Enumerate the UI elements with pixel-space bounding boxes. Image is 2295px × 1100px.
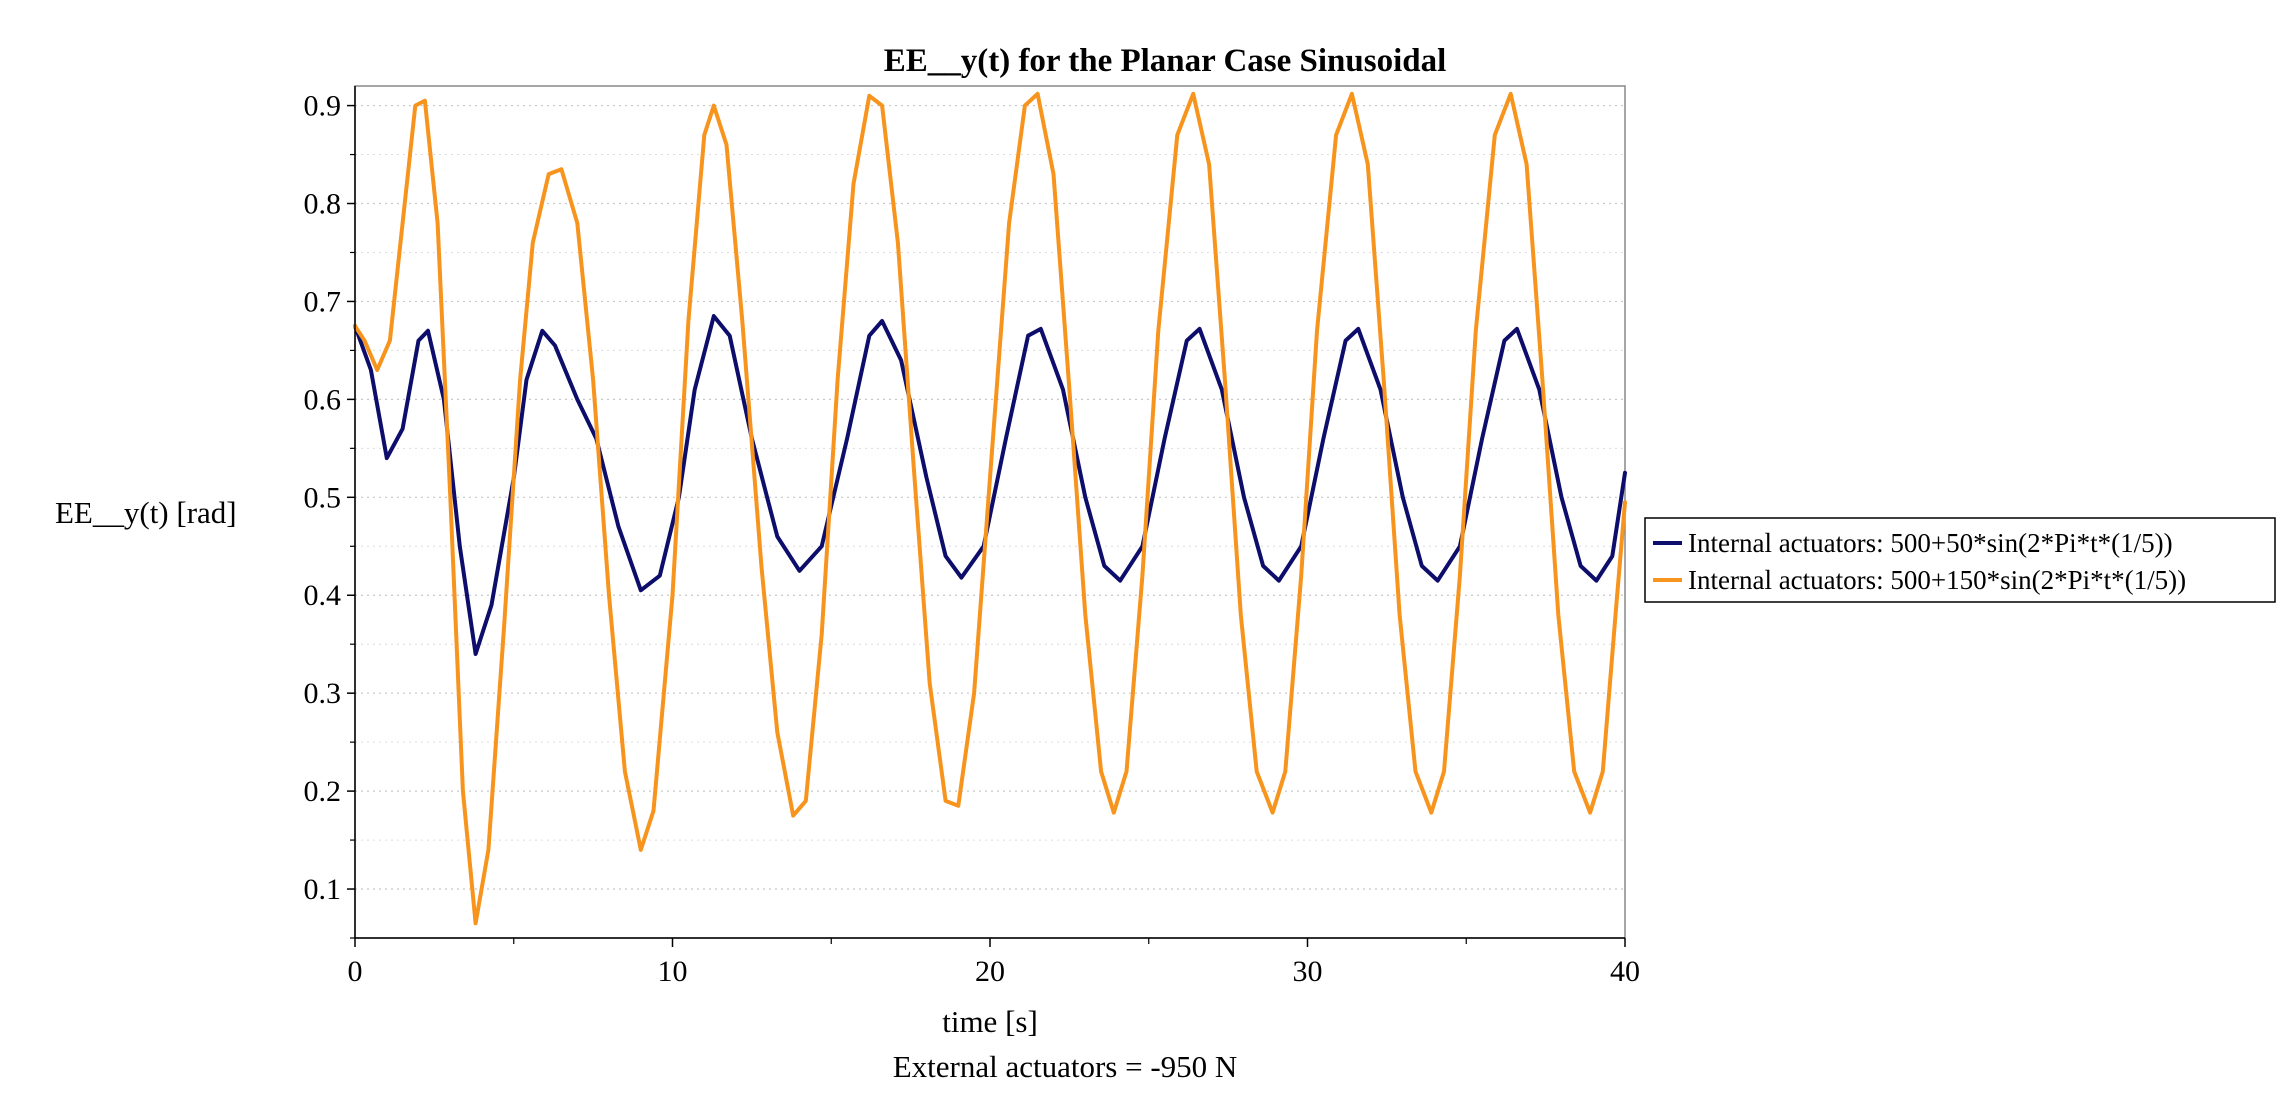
- x-tick-label: 40: [1610, 955, 1640, 988]
- series-lines: [353, 91, 1627, 926]
- y-tick-label: 0.2: [304, 775, 342, 808]
- series-line-2: [353, 91, 1627, 926]
- x-tick-label: 30: [1293, 955, 1323, 988]
- y-tick-label: 0.1: [304, 873, 342, 906]
- y-tick-label: 0.6: [304, 383, 342, 416]
- legend-label-series-1: Internal actuators: 500+50*sin(2*Pi*t*(1…: [1688, 528, 2173, 558]
- legend-label-series-2: Internal actuators: 500+150*sin(2*Pi*t*(…: [1688, 565, 2186, 595]
- x-tick-label: 10: [658, 955, 688, 988]
- y-axis: 0.1 0.2 0.3 0.4 0.5 0.6 0.7 0.8 0.9: [304, 90, 355, 939]
- legend-box: [1644, 517, 2276, 603]
- y-tick-label: 0.5: [304, 481, 342, 514]
- series-line-1: [353, 314, 1627, 656]
- y-tick-label: 0.4: [304, 579, 342, 612]
- chart-subtitle: External actuators = -950 N: [893, 1049, 1238, 1084]
- x-tick-label: 0: [348, 955, 363, 988]
- x-axis: 0 10 20 30 40: [348, 938, 1640, 988]
- legend: Internal actuators: 500+50*sin(2*Pi*t*(1…: [1644, 517, 2276, 603]
- y-tick-label: 0.9: [304, 90, 342, 123]
- y-tick-label: 0.3: [304, 677, 342, 710]
- x-axis-label: time [s]: [942, 1004, 1038, 1039]
- y-tick-label: 0.8: [304, 188, 342, 221]
- x-tick-label: 20: [975, 955, 1005, 988]
- chart-title: EE__y(t) for the Planar Case Sinusoidal: [884, 43, 1447, 79]
- y-tick-label: 0.7: [304, 285, 342, 318]
- y-axis-label: EE__y(t) [rad]: [55, 495, 237, 530]
- gridlines: [355, 104, 1625, 890]
